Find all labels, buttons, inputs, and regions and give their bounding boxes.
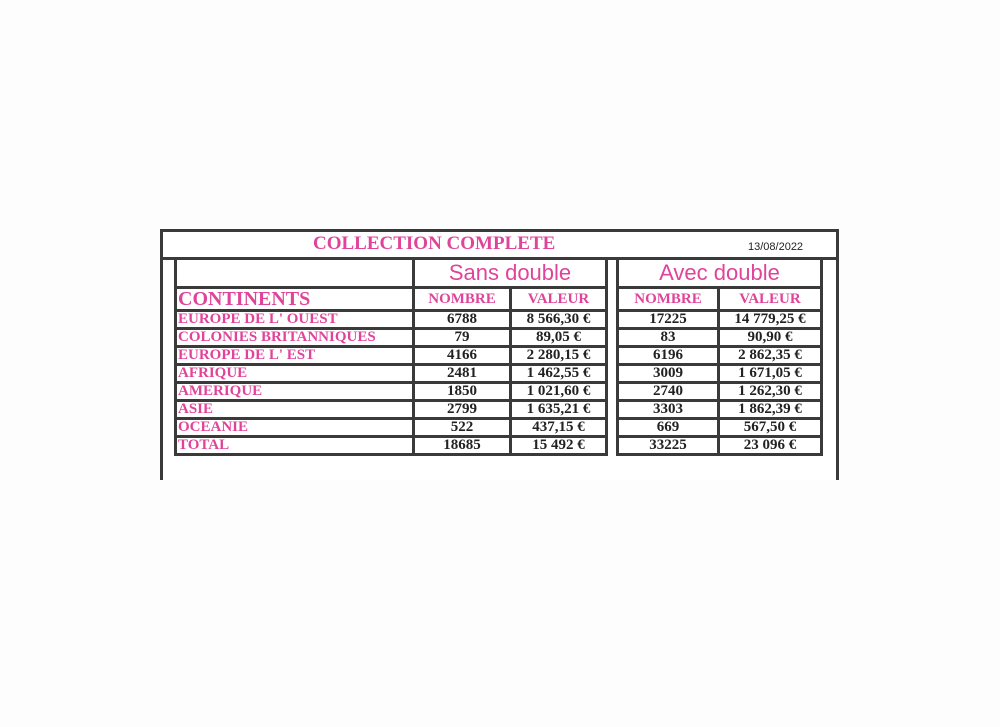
title-bar: COLLECTION COMPLETE 13/08/2022 xyxy=(163,232,836,260)
sans-nombre-cell: 522 xyxy=(412,417,512,438)
avec-valeur-cell: 14 779,25 € xyxy=(717,309,823,330)
header-sans-nombre: NOMBRE xyxy=(412,286,512,312)
continent-name: COLONIES BRITANNIQUES xyxy=(174,327,415,348)
avec-nombre-cell: 2740 xyxy=(616,381,720,402)
column-gap xyxy=(605,258,619,288)
sans-nombre-cell: 2481 xyxy=(412,363,512,384)
document-date: 13/08/2022 xyxy=(748,241,804,253)
document-title: COLLECTION COMPLETE xyxy=(313,233,556,254)
table-row: ASIE 2799 1 635,21 € 3303 1 862,39 € xyxy=(174,399,823,420)
sans-nombre-cell: 1850 xyxy=(412,381,512,402)
column-gap xyxy=(605,287,619,311)
column-gap xyxy=(605,418,619,437)
continent-name: EUROPE DE L' OUEST xyxy=(174,309,415,330)
sans-nombre-cell: 79 xyxy=(412,327,512,348)
avec-valeur-cell: 90,90 € xyxy=(717,327,823,348)
table-row: AMERIQUE 1850 1 021,60 € 2740 1 262,30 € xyxy=(174,381,823,402)
column-gap xyxy=(605,436,619,455)
sans-nombre-cell: 2799 xyxy=(412,399,512,420)
avec-nombre-cell: 17225 xyxy=(616,309,720,330)
table-row: COLONIES BRITANNIQUES 79 89,05 € 83 90,90 € xyxy=(174,327,823,348)
avec-nombre-cell: 83 xyxy=(616,327,720,348)
header-continents: CONTINENTS xyxy=(174,286,415,312)
table-row: EUROPE DE L' EST 4166 2 280,15 € 6196 2 862,… xyxy=(174,345,823,366)
group-header-row: Sans double Avec double xyxy=(174,257,823,289)
sans-valeur-cell: 15 492 € xyxy=(509,435,608,456)
avec-valeur-cell: 1 262,30 € xyxy=(717,381,823,402)
column-gap xyxy=(605,400,619,419)
sans-valeur-cell: 8 566,30 € xyxy=(509,309,608,330)
avec-nombre-cell: 669 xyxy=(616,417,720,438)
avec-nombre-cell: 33225 xyxy=(616,435,720,456)
avec-valeur-cell: 1 671,05 € xyxy=(717,363,823,384)
header-sans-valeur: VALEUR xyxy=(509,286,608,312)
sans-valeur-cell: 437,15 € xyxy=(509,417,608,438)
column-gap xyxy=(605,382,619,401)
header-avec-valeur: VALEUR xyxy=(717,286,823,312)
continent-name: AMERIQUE xyxy=(174,381,415,402)
sans-nombre-cell: 18685 xyxy=(412,435,512,456)
group-sans-double: Sans double xyxy=(412,257,608,289)
sans-nombre-cell: 4166 xyxy=(412,345,512,366)
avec-valeur-cell: 2 862,35 € xyxy=(717,345,823,366)
continent-name: ASIE xyxy=(174,399,415,420)
column-gap xyxy=(605,346,619,365)
avec-valeur-cell: 567,50 € xyxy=(717,417,823,438)
sans-valeur-cell: 89,05 € xyxy=(509,327,608,348)
table-row: TOTAL 18685 15 492 € 33225 23 096 € xyxy=(174,435,823,456)
table-row: EUROPE DE L' OUEST 6788 8 566,30 € 17225 14 … xyxy=(174,309,823,330)
avec-nombre-cell: 6196 xyxy=(616,345,720,366)
column-gap xyxy=(605,328,619,347)
column-gap xyxy=(605,364,619,383)
avec-valeur-cell: 23 096 € xyxy=(717,435,823,456)
empty-corner-cell xyxy=(174,258,415,289)
continent-name: TOTAL xyxy=(174,435,415,456)
column-gap xyxy=(605,310,619,329)
collection-table: Sans double Avec double CONTINENTS NOMBR… xyxy=(174,257,823,456)
header-avec-nombre: NOMBRE xyxy=(616,286,720,312)
avec-nombre-cell: 3303 xyxy=(616,399,720,420)
table-row: OCEANIE 522 437,15 € 669 567,50 € xyxy=(174,417,823,438)
sans-valeur-cell: 1 021,60 € xyxy=(509,381,608,402)
group-avec-double: Avec double xyxy=(616,257,823,289)
table-row: AFRIQUE 2481 1 462,55 € 3009 1 671,05 € xyxy=(174,363,823,384)
avec-valeur-cell: 1 862,39 € xyxy=(717,399,823,420)
sans-valeur-cell: 1 635,21 € xyxy=(509,399,608,420)
continent-name: OCEANIE xyxy=(174,417,415,438)
column-header-row: CONTINENTS NOMBRE VALEUR NOMBRE VALEUR xyxy=(174,286,823,312)
sans-nombre-cell: 6788 xyxy=(412,309,512,330)
continent-name: EUROPE DE L' EST xyxy=(174,345,415,366)
avec-nombre-cell: 3009 xyxy=(616,363,720,384)
sans-valeur-cell: 2 280,15 € xyxy=(509,345,608,366)
continent-name: AFRIQUE xyxy=(174,363,415,384)
sans-valeur-cell: 1 462,55 € xyxy=(509,363,608,384)
